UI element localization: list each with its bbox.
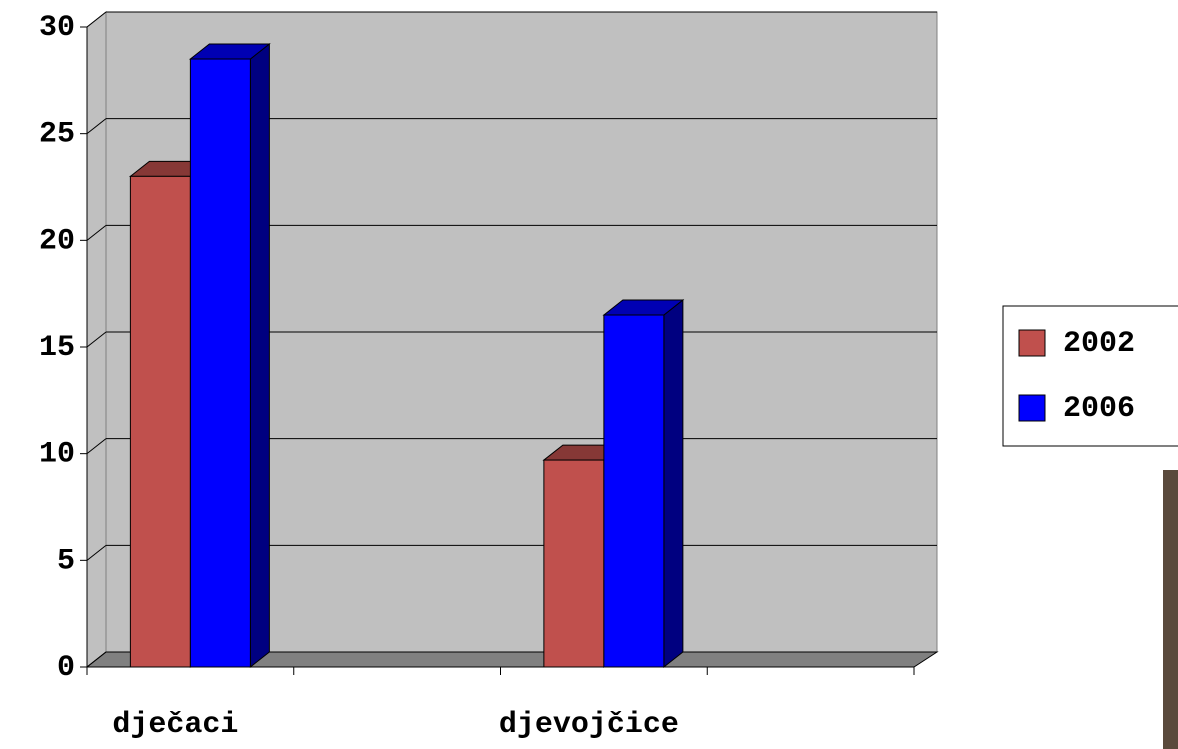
legend-swatch (1018, 394, 1046, 422)
bar (129, 175, 191, 668)
y-tick-label: 15 (39, 331, 75, 365)
bar-side (249, 42, 270, 669)
legend-label: 2006 (1063, 392, 1135, 426)
grid-line (86, 651, 107, 668)
grid-line (86, 544, 107, 561)
bar (189, 58, 251, 668)
x-tick-label: djevojčice (499, 708, 679, 742)
bar-side (663, 298, 684, 669)
y-tick-label: 5 (57, 544, 75, 578)
picture-fragment (1163, 470, 1178, 749)
grid-line (86, 118, 107, 135)
y-tick-label: 30 (39, 11, 75, 45)
x-tick-label: dječaci (112, 708, 238, 742)
grid-line (86, 224, 107, 241)
grid-line (86, 438, 107, 455)
bar (603, 314, 665, 668)
bar (543, 459, 605, 668)
y-tick-label: 10 (39, 438, 75, 472)
y-tick-label: 25 (39, 118, 75, 152)
legend-box (1002, 305, 1178, 447)
legend-swatch (1018, 329, 1046, 357)
grid-line (86, 11, 107, 28)
legend-label: 2002 (1063, 327, 1135, 361)
grid-line (86, 331, 107, 348)
y-tick-label: 20 (39, 224, 75, 258)
y-tick-label: 0 (57, 651, 75, 685)
